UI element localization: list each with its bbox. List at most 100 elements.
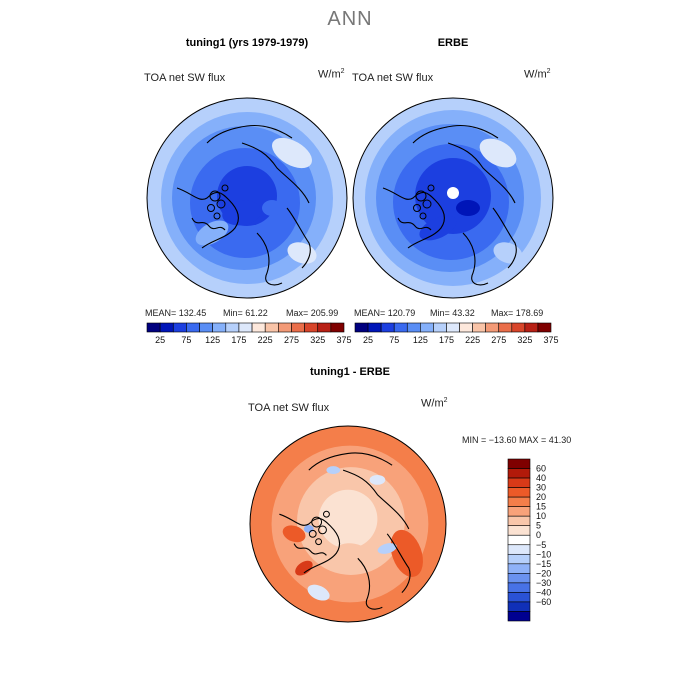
colorbar-tick-label: 60 <box>536 464 546 474</box>
map-boundary <box>249 425 447 623</box>
island-outline <box>216 199 226 209</box>
coastline <box>397 217 432 231</box>
colorbar-swatch <box>507 563 531 574</box>
missing-data-hole <box>447 187 459 199</box>
colorbar-swatch <box>507 544 531 555</box>
island-outline <box>221 184 229 192</box>
coastline <box>462 232 489 286</box>
colorbar-tick-label: 275 <box>491 335 506 345</box>
colorbar-swatch <box>238 322 253 333</box>
contour-patch <box>390 529 423 577</box>
mean-stat-obs: MEAN= 120.79 <box>354 308 416 318</box>
colorbar-swatch <box>380 322 395 333</box>
colorbar-swatch <box>507 525 531 536</box>
colorbar-swatch <box>524 322 539 333</box>
contour-patch <box>282 525 306 543</box>
island-outline <box>308 529 317 538</box>
colorbar-swatch <box>507 496 531 507</box>
colorbar-swatch <box>472 322 486 333</box>
polar-map-model <box>146 97 348 299</box>
island-outline <box>427 184 435 192</box>
colorbar-tick-label: 10 <box>536 511 546 521</box>
max-stat-obs: Max= 178.69 <box>491 308 544 318</box>
colorbar-tick-label: 25 <box>155 335 165 345</box>
colorbar-swatch <box>507 515 531 527</box>
colorbar-tick-label: 15 <box>536 502 546 512</box>
coastline <box>386 533 411 593</box>
colorbar-obs: 25 75 125 175 225 275 325 375 <box>354 322 559 345</box>
colorbar-swatch <box>507 468 531 479</box>
island-outline <box>323 510 330 518</box>
min-stat-model: Min= 61.22 <box>223 308 268 318</box>
min-stat-obs: Min= 43.32 <box>430 308 475 318</box>
colorbar-swatch <box>507 573 531 584</box>
colorbar-swatch <box>186 322 200 333</box>
mean-stat-model: MEAN= 132.45 <box>145 308 207 318</box>
colorbar-swatch <box>420 322 434 333</box>
colorbar-tick-label: 275 <box>284 335 299 345</box>
polar-map-diff <box>249 425 447 623</box>
contour-patch <box>369 475 386 485</box>
units-label-obs: W/m2 <box>524 68 551 81</box>
coastline <box>279 513 341 574</box>
colorbar-tick-label: 5 <box>536 521 541 531</box>
island-outline <box>311 516 323 528</box>
colorbar-tick-label: 325 <box>310 335 325 345</box>
contour-patch <box>326 466 341 475</box>
colorbar-swatch <box>225 322 240 333</box>
contour-patch <box>307 584 330 601</box>
page-title: ANN <box>327 8 373 30</box>
colorbar-tick-label: −40 <box>536 587 551 597</box>
coastline <box>176 187 239 249</box>
polar-map-obs <box>352 97 554 299</box>
coastline <box>206 124 293 144</box>
colorbar-swatch <box>367 322 382 333</box>
variable-label-diff: TOA net SW flux <box>248 402 330 414</box>
colorbar-swatch <box>291 322 305 333</box>
colorbar-swatch <box>537 322 552 333</box>
coastline <box>492 207 517 269</box>
contour-patch <box>493 242 523 264</box>
panel-title-diff: tuning1 - ERBE <box>309 366 391 378</box>
colorbar-tick-label: 75 <box>389 335 399 345</box>
units-label-diff: W/m2 <box>421 397 448 410</box>
colorbar-tick-label: 175 <box>231 335 246 345</box>
colorbar-tick-label: −20 <box>536 568 551 578</box>
map-boundary <box>352 97 554 299</box>
map-boundary <box>146 97 348 299</box>
colorbar-swatch <box>498 322 513 333</box>
colorbar-swatch <box>317 322 332 333</box>
minmax-stat-diff: MIN = −13.60 MAX = 41.30 <box>462 435 572 445</box>
max-stat-model: Max= 205.99 <box>286 308 339 318</box>
variable-label-model: TOA net SW flux <box>144 72 226 84</box>
contour-patch <box>335 543 371 564</box>
colorbar-tick-label: 0 <box>536 530 541 540</box>
colorbar-tick-label: 175 <box>439 335 454 345</box>
colorbar-swatch <box>330 322 345 333</box>
colorbar-tick-label: 375 <box>336 335 351 345</box>
colorbar-swatch <box>507 592 531 603</box>
contour-patch <box>419 215 457 241</box>
colorbar-swatch <box>264 322 279 333</box>
coastline <box>412 124 499 144</box>
contour-patch <box>456 200 480 216</box>
contour-patch <box>295 560 313 576</box>
colorbar-tick-label: 325 <box>517 335 532 345</box>
colorbar-swatch <box>406 322 421 333</box>
coastline <box>447 142 516 204</box>
colorbar-tick-label: 40 <box>536 473 546 483</box>
island-outline <box>422 199 432 209</box>
colorbar-swatch <box>507 534 531 546</box>
colorbar-swatch <box>507 487 531 498</box>
colorbar-tick-label: 30 <box>536 483 546 493</box>
colorbar-swatch <box>199 322 213 333</box>
colorbar-swatch <box>459 322 473 333</box>
contour-patch <box>195 220 229 246</box>
coastline <box>241 142 310 204</box>
colorbar-swatch <box>446 322 460 333</box>
coastline <box>256 232 283 286</box>
colorbar-tick-label: −15 <box>536 559 551 569</box>
island-outline <box>207 204 215 212</box>
colorbar-tick-label: 125 <box>205 335 220 345</box>
